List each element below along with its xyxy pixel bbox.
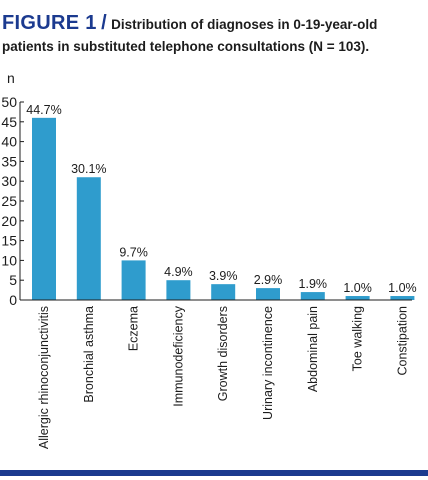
y-tick-label: 35 (1, 153, 17, 169)
y-tick-label: 10 (1, 252, 17, 268)
data-label: 4.9% (164, 265, 193, 279)
y-tick-label: 40 (1, 134, 17, 150)
y-axis: 0 5 10 15 20 25 30 35 40 45 50 (1, 94, 24, 308)
bar (256, 288, 280, 300)
y-tick-label: 15 (1, 233, 17, 249)
figure-caption-line-2: patients in substituted telephone consul… (2, 39, 370, 54)
figure-label: FIGURE 1 (2, 12, 97, 34)
data-label: 9.7% (119, 245, 148, 259)
data-label: 30.1% (71, 162, 106, 176)
y-tick-label: 45 (1, 114, 17, 130)
figure-caption-line-1: Distribution of diagnoses in 0-19-year-o… (111, 17, 378, 32)
bar (76, 177, 101, 300)
bar (166, 280, 191, 300)
x-tick-labels-group: Allergic rhinoconjunctivitis Bronchial as… (37, 305, 409, 449)
data-label: 1.9% (299, 277, 328, 291)
x-tick-label: Constipation (395, 306, 409, 376)
data-label: 2.9% (254, 273, 283, 287)
bottom-rule (0, 470, 428, 476)
bar (345, 296, 370, 300)
bar (32, 117, 56, 300)
bar (300, 292, 325, 300)
figure-slash: / (101, 12, 107, 34)
x-tick-label: Bronchial asthma (82, 306, 96, 403)
bar-chart: n 0 5 10 15 20 25 30 35 40 45 50 44.7% 30.1% 9.7% 4.9… (1, 70, 416, 449)
data-label: 1.0% (388, 281, 417, 295)
bar (121, 260, 146, 300)
data-labels-group: 44.7% 30.1% 9.7% 4.9% 3.9% 2.9% 1.9% 1.0% 1.0% (26, 103, 416, 295)
data-label: 1.0% (343, 281, 372, 295)
figure-header: FIGURE 1 / Distribution of diagnoses in … (2, 12, 424, 58)
bars-group (32, 117, 415, 300)
x-tick-label: Abdominal pain (306, 306, 320, 392)
y-tick-label: 5 (9, 272, 17, 288)
bar (390, 296, 415, 300)
data-label: 44.7% (26, 103, 61, 117)
y-tick-label: 25 (1, 193, 17, 209)
y-axis-label: n (7, 70, 15, 86)
y-tick-label: 30 (1, 173, 17, 189)
x-tick-label: Eczema (127, 306, 141, 351)
x-tick-label: Allergic rhinoconjunctivitis (37, 306, 51, 449)
y-tick-label: 20 (1, 213, 17, 229)
y-tick-label: 0 (9, 292, 17, 308)
x-tick-label: Toe walking (351, 306, 365, 371)
x-tick-label: Immunodeficiency (171, 305, 185, 406)
x-tick-label: Growth disorders (216, 306, 230, 401)
y-tick-label: 50 (1, 94, 17, 110)
bar (211, 284, 236, 300)
data-label: 3.9% (209, 269, 238, 283)
x-tick-label: Urinary incontinence (261, 306, 275, 420)
